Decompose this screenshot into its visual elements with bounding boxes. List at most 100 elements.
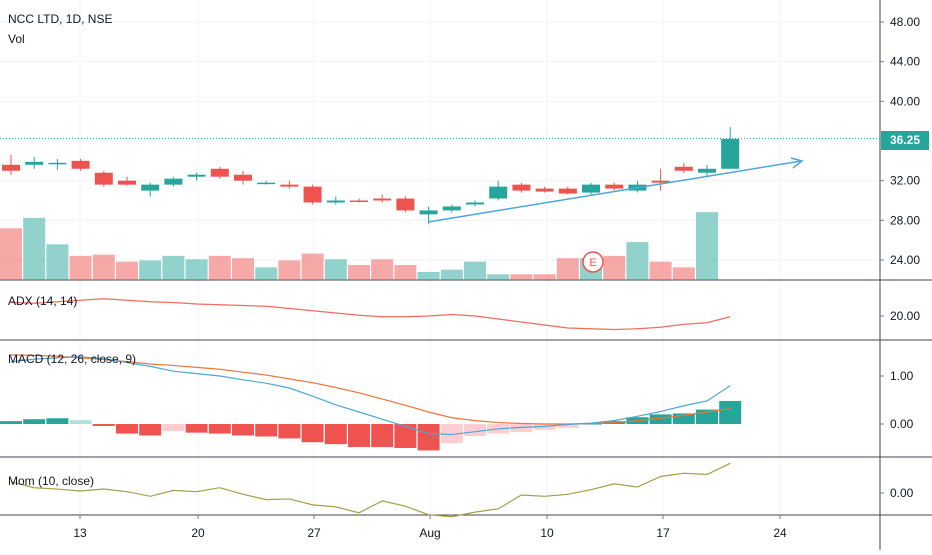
time-axis[interactable]: 13 20 27 Aug 10 17 24 xyxy=(73,515,787,540)
volume-bar xyxy=(162,255,185,280)
volume-bar xyxy=(278,260,301,280)
candle-body xyxy=(674,166,693,171)
macd-histogram-bar xyxy=(162,424,185,432)
candle-body xyxy=(234,174,252,181)
volume-bar xyxy=(440,269,463,280)
volume-bar xyxy=(46,244,69,280)
mom-label[interactable]: Mom (10, close) xyxy=(8,474,95,488)
macd-histogram-bar xyxy=(719,400,742,424)
candle-body xyxy=(326,200,345,203)
volume-bar xyxy=(23,217,46,280)
volume-bar xyxy=(301,253,324,280)
candlesticks xyxy=(2,127,740,225)
candle-body xyxy=(419,210,438,215)
macd-signal-line xyxy=(10,354,731,425)
macd-histogram-bar xyxy=(69,420,92,424)
trendline-segment xyxy=(427,160,802,223)
macd-histogram-bar xyxy=(232,424,254,436)
candle-body xyxy=(210,168,229,177)
macd-histogram-bar xyxy=(348,424,370,448)
macd-line xyxy=(10,356,731,436)
last-price-tag: 36.25 xyxy=(881,131,929,150)
price-tick-label: 40.00 xyxy=(890,94,920,108)
trendline-drawing[interactable] xyxy=(427,157,804,223)
earnings-label: E xyxy=(589,257,596,269)
macd-tick-label: 0.00 xyxy=(890,417,914,431)
mom-tick-label: 0.00 xyxy=(890,486,914,500)
symbol-title[interactable]: NCC LTD, 1D, NSE xyxy=(8,12,113,26)
time-tick-label: 24 xyxy=(773,526,787,540)
macd-histogram-bar xyxy=(46,418,69,424)
candle-body xyxy=(280,184,299,187)
price-tick-label: 28.00 xyxy=(890,213,920,227)
macd-tick-label: 1.00 xyxy=(890,369,914,383)
volume-bar xyxy=(394,265,417,280)
price-tick-label: 44.00 xyxy=(890,55,920,69)
earnings-marker[interactable]: E xyxy=(582,251,604,273)
volume-bars xyxy=(0,212,718,280)
macd-label[interactable]: MACD (12, 26, close, 9) xyxy=(8,352,137,366)
candle-body xyxy=(118,180,136,185)
macd-histogram-bar xyxy=(92,424,115,426)
volume-bar xyxy=(232,258,254,280)
volume-bar xyxy=(371,259,394,280)
candle-body xyxy=(187,174,206,177)
candle-body xyxy=(48,162,67,165)
adx-pane xyxy=(10,298,731,331)
volume-bar xyxy=(69,255,92,280)
candle-body xyxy=(303,186,322,203)
macd-histogram-bar xyxy=(139,424,162,436)
volume-bar xyxy=(672,267,695,280)
grid-lines xyxy=(0,0,880,515)
macd-histogram-bar xyxy=(556,424,579,428)
price-tick-label: 24.00 xyxy=(890,253,920,267)
volume-bar xyxy=(487,274,510,280)
volume-bar xyxy=(696,212,718,280)
macd-histogram-bar xyxy=(301,424,324,443)
candle-body xyxy=(164,178,183,185)
volume-bar xyxy=(139,260,162,280)
candle-body xyxy=(373,198,392,201)
price-axis[interactable]: 48.0044.0040.0036.0032.0028.0024.0020.00… xyxy=(880,15,920,500)
candle-body xyxy=(350,200,368,202)
candle-body xyxy=(489,186,508,199)
candle-body xyxy=(396,198,415,211)
time-tick-label: 13 xyxy=(73,526,87,540)
volume-bar xyxy=(649,261,672,280)
volume-bar xyxy=(116,261,138,280)
adx-tick-label: 20.00 xyxy=(890,309,920,323)
macd-histogram-bar xyxy=(464,424,486,436)
candle-body xyxy=(257,182,276,185)
macd-histogram-bar xyxy=(0,421,22,424)
time-tick-label: Aug xyxy=(419,526,440,540)
candle-body xyxy=(535,188,554,192)
macd-histogram-bar xyxy=(23,419,46,424)
macd-histogram-bar xyxy=(185,424,208,433)
macd-histogram-bar xyxy=(417,424,440,451)
candle-body xyxy=(558,188,577,194)
macd-histogram-bar xyxy=(394,424,417,448)
candle-body xyxy=(442,206,461,211)
macd-histogram-bar xyxy=(255,424,278,437)
mom-pane xyxy=(10,462,731,518)
adx-label[interactable]: ADX (14, 14) xyxy=(8,294,78,308)
trendline-arrowhead xyxy=(790,157,804,169)
candle-body xyxy=(466,202,484,205)
macd-histogram-bar xyxy=(371,424,394,448)
macd-histogram-bar xyxy=(510,424,533,433)
candle-body xyxy=(71,160,90,169)
macd-histogram-bar xyxy=(649,414,672,424)
candle-body xyxy=(605,184,624,189)
volume-bar xyxy=(348,265,370,280)
price-tick-label: 48.00 xyxy=(890,15,920,29)
volume-label: Vol xyxy=(8,32,25,46)
volume-bar xyxy=(324,259,347,280)
volume-bar xyxy=(533,274,556,280)
volume-bar xyxy=(417,271,440,280)
volume-bar xyxy=(0,228,22,280)
macd-histogram-bar xyxy=(116,424,138,434)
candle-body xyxy=(141,184,160,191)
volume-bar xyxy=(464,261,486,280)
